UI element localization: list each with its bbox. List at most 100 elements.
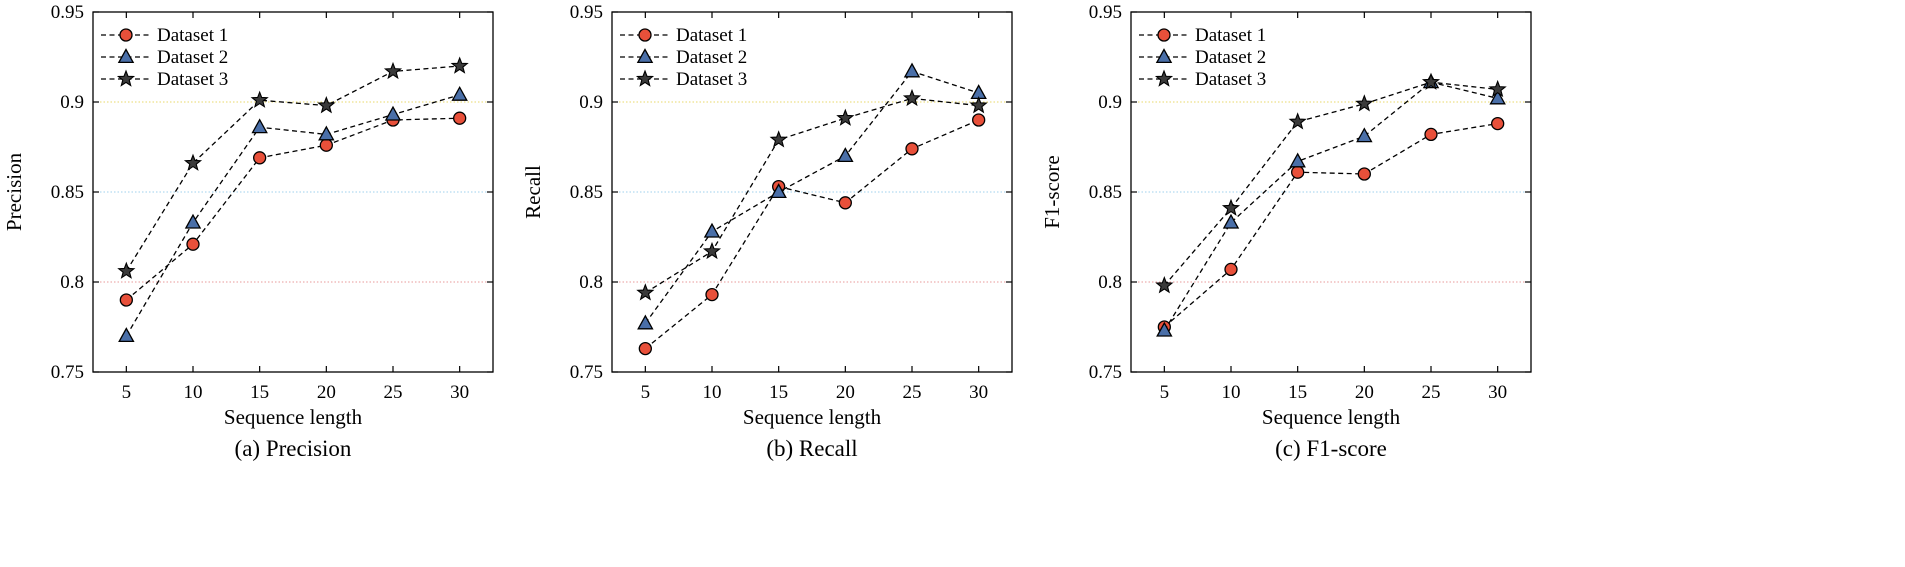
x-tick-label: 15	[1288, 382, 1307, 403]
data-point	[1421, 72, 1441, 90]
data-point	[250, 90, 269, 108]
data-point	[1491, 116, 1505, 131]
data-point	[705, 287, 719, 302]
x-tick-label: 30	[1488, 382, 1507, 403]
y-tick-label: 0.95	[570, 2, 603, 23]
series-line-3	[644, 97, 979, 294]
x-tick-label: 30	[969, 382, 988, 403]
series-line-1	[644, 119, 979, 350]
data-point	[1222, 213, 1240, 229]
data-point	[1356, 127, 1373, 143]
legend-label: Dataset 1	[157, 25, 228, 46]
data-point	[838, 196, 852, 210]
data-point	[318, 125, 335, 141]
legend-marker	[638, 28, 652, 42]
y-tick-label: 0.85	[1089, 182, 1122, 203]
x-tick-label: 5	[641, 382, 651, 403]
y-tick-label: 0.9	[579, 92, 603, 113]
data-point	[637, 314, 654, 330]
series-line-3	[1163, 81, 1498, 287]
series-line-2	[1163, 81, 1498, 331]
data-point	[453, 111, 467, 125]
data-point	[1291, 165, 1305, 179]
legend-label: Dataset 3	[157, 69, 228, 90]
legend-label: Dataset 3	[676, 69, 747, 90]
y-tick-label: 0.75	[570, 362, 603, 383]
data-point	[1355, 94, 1374, 112]
data-point	[253, 151, 267, 165]
x-tick-label: 25	[903, 382, 922, 403]
data-point	[1155, 276, 1174, 294]
y-tick-label: 0.95	[51, 2, 84, 23]
series-line-1	[1163, 122, 1498, 328]
x-tick-label: 5	[1160, 382, 1170, 403]
data-point	[1489, 89, 1506, 105]
y-axis-label: F1-score	[1040, 155, 1064, 228]
x-tick-label: 25	[1422, 382, 1441, 403]
x-axis-label: Sequence length	[743, 405, 882, 429]
x-tick-label: 10	[1222, 382, 1241, 403]
data-point	[319, 138, 333, 152]
data-point	[836, 108, 855, 126]
y-tick-label: 0.85	[51, 182, 84, 203]
data-point	[1156, 321, 1173, 337]
series-line-2	[125, 94, 460, 337]
x-axis-label: Sequence length	[1262, 405, 1401, 429]
data-point	[1288, 112, 1307, 130]
data-point	[1221, 198, 1241, 216]
x-axis-label: Sequence length	[224, 405, 363, 429]
legend-marker	[116, 69, 136, 87]
chart-panel-1: 0.75 0.8 0.85 0.9 0.95 5 10 15 20 25 30 Sequence le…	[2, 2, 494, 461]
data-point	[770, 183, 787, 199]
data-point	[119, 293, 133, 307]
y-axis-label: Precision	[2, 152, 26, 231]
series-line-1	[125, 117, 460, 301]
data-point	[1357, 167, 1371, 181]
y-tick-label: 0.8	[1098, 272, 1122, 293]
legend-marker	[1154, 69, 1174, 87]
y-tick-label: 0.75	[1089, 362, 1122, 383]
data-point	[1488, 79, 1507, 98]
x-tick-label: 20	[317, 382, 336, 403]
y-tick-label: 0.9	[1098, 92, 1122, 113]
series-line-3	[125, 65, 460, 272]
data-point	[251, 118, 268, 134]
data-point	[118, 327, 135, 343]
x-tick-label: 10	[703, 382, 722, 403]
y-tick-label: 0.9	[60, 92, 84, 113]
data-point	[183, 153, 203, 171]
legend-marker	[1155, 48, 1173, 64]
legend-label: Dataset 2	[1195, 47, 1266, 68]
data-point	[769, 130, 788, 148]
data-point	[1424, 127, 1438, 142]
data-point	[1289, 152, 1306, 168]
data-point	[450, 56, 469, 74]
data-point	[186, 237, 200, 251]
legend-label: Dataset 3	[1195, 69, 1266, 90]
data-point	[905, 142, 919, 156]
panel-caption: (c) F1-score	[1275, 436, 1387, 461]
x-tick-label: 30	[450, 382, 469, 403]
x-tick-label: 10	[184, 382, 203, 403]
data-point	[837, 147, 854, 163]
y-tick-label: 0.8	[60, 272, 84, 293]
x-tick-label: 15	[769, 382, 788, 403]
y-tick-label: 0.85	[570, 182, 603, 203]
legend-marker	[635, 69, 655, 87]
data-point	[972, 113, 986, 127]
data-point	[903, 62, 921, 78]
data-point	[451, 85, 468, 101]
y-tick-label: 0.95	[1089, 2, 1122, 23]
legend-label: Dataset 1	[676, 25, 747, 46]
x-tick-label: 15	[250, 382, 269, 403]
data-point	[117, 261, 136, 279]
data-point	[1224, 262, 1238, 277]
y-tick-label: 0.75	[51, 362, 84, 383]
x-tick-label: 25	[384, 382, 403, 403]
data-point	[638, 341, 652, 356]
y-axis-label: Recall	[521, 165, 545, 219]
